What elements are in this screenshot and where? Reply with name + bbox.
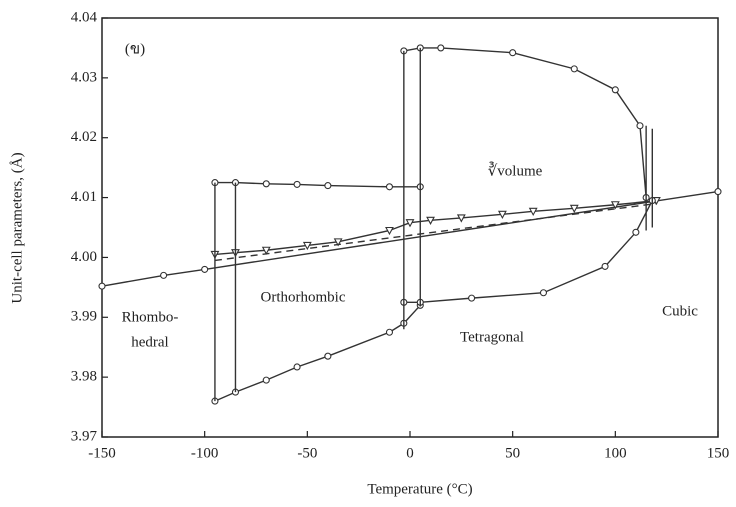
y-tick-label: 4.03 [71,69,97,85]
point [160,271,168,279]
y-tick-label: 4.02 [71,129,97,145]
point [601,262,609,270]
point [293,180,301,188]
y-tick-label: 3.99 [71,309,97,325]
point [261,246,271,255]
point [324,352,332,360]
x-tick-label: -150 [88,445,116,461]
point [293,363,301,371]
annotation: Orthorhombic [261,289,346,305]
point [98,282,106,290]
point [201,265,209,273]
series-line [214,304,421,402]
point [570,65,578,73]
annotation: hedral [131,334,168,350]
point [324,182,332,190]
y-tick-label: 4.00 [71,249,97,265]
y-tick-label: 3.98 [71,369,97,385]
series-line [403,200,653,304]
y-tick-label: 4.01 [71,189,97,205]
point [539,289,548,297]
point [509,49,517,57]
y-tick-label: 4.04 [71,9,98,25]
series-line [214,199,657,256]
annotation: (ข) [125,41,145,57]
annotation: Tetragonal [460,329,524,345]
plot-frame [101,17,719,438]
point [302,241,312,251]
x-tick-label: 100 [604,445,627,461]
point [497,210,507,219]
annotation: ∛volume [488,161,543,179]
y-axis-title: Unit-cell parameters, (Å) [9,152,25,303]
point [456,214,466,223]
annotation: Cubic [662,303,698,319]
point [714,188,722,196]
series-line [214,202,657,262]
x-tick-label: 50 [505,445,520,461]
point [528,207,538,216]
x-tick-label: 150 [707,445,730,461]
x-axis-title: Temperature (°C) [367,481,472,497]
point [405,219,415,228]
point [632,228,640,236]
point [385,328,394,336]
point [610,201,620,210]
point [262,376,270,384]
point [333,238,343,247]
point [385,183,394,191]
annotation: Rhombo- [122,309,179,325]
point [468,294,476,302]
point [611,86,619,94]
series-line [101,190,719,287]
y-tick-label: 3.97 [71,428,98,444]
point [262,180,270,188]
x-tick-label: -50 [297,445,317,461]
point [636,122,644,130]
x-tick-label: 0 [406,445,414,461]
point [426,216,435,225]
point [437,44,445,52]
point [385,226,394,236]
point [569,204,579,214]
x-tick-label: -100 [191,445,219,461]
